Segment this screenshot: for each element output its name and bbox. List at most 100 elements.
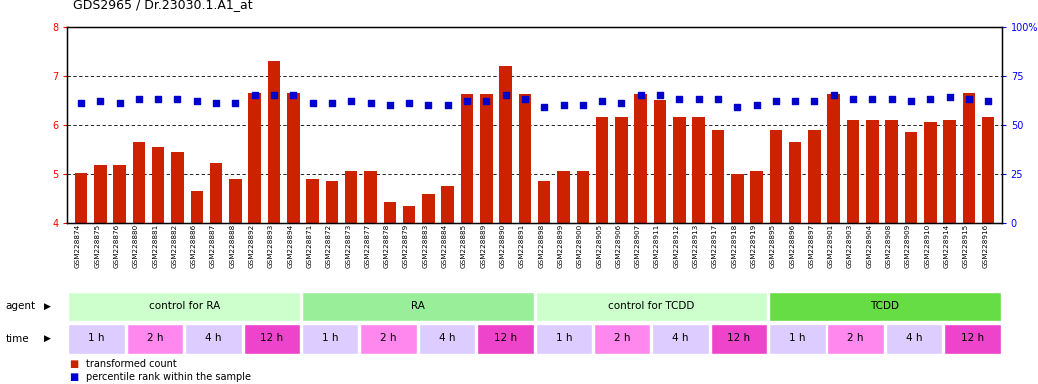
Bar <box>185 324 242 354</box>
Text: GSM228916: GSM228916 <box>982 224 988 268</box>
Bar <box>885 120 898 223</box>
Bar <box>229 179 242 223</box>
Bar <box>302 324 358 354</box>
Text: control for TCDD: control for TCDD <box>608 301 694 311</box>
Bar <box>905 132 918 223</box>
Bar <box>152 147 164 223</box>
Bar <box>210 163 222 223</box>
Bar <box>827 324 884 354</box>
Point <box>941 94 958 101</box>
Text: GSM228892: GSM228892 <box>249 224 254 268</box>
Point <box>92 98 109 104</box>
Text: TCDD: TCDD <box>871 301 899 311</box>
Bar <box>576 171 590 223</box>
Text: GSM228889: GSM228889 <box>481 224 487 268</box>
Text: GSM228885: GSM228885 <box>461 224 467 268</box>
Text: 4 h: 4 h <box>673 333 689 343</box>
Point <box>613 100 630 106</box>
Text: transformed count: transformed count <box>86 359 176 369</box>
Text: GSM228880: GSM228880 <box>133 224 139 268</box>
Bar <box>962 93 975 223</box>
Text: GSM228890: GSM228890 <box>499 224 506 268</box>
Point <box>807 98 823 104</box>
Point <box>922 96 938 103</box>
Bar <box>536 324 592 354</box>
Text: 2 h: 2 h <box>613 333 630 343</box>
Point <box>864 96 880 103</box>
Bar <box>418 324 475 354</box>
Text: GSM228897: GSM228897 <box>809 224 815 268</box>
Bar <box>924 122 936 223</box>
Text: ▶: ▶ <box>44 302 51 311</box>
Bar <box>789 142 801 223</box>
Point <box>690 96 707 103</box>
Bar <box>422 194 435 223</box>
Text: GSM228887: GSM228887 <box>210 224 216 268</box>
Text: GSM228872: GSM228872 <box>326 224 332 268</box>
Bar <box>557 171 570 223</box>
Text: GSM228871: GSM228871 <box>306 224 312 268</box>
Bar <box>326 181 338 223</box>
Text: 1 h: 1 h <box>322 333 338 343</box>
Text: GSM228913: GSM228913 <box>692 224 699 268</box>
Bar <box>769 130 782 223</box>
Text: GSM228914: GSM228914 <box>944 224 950 268</box>
Text: 2 h: 2 h <box>847 333 864 343</box>
Bar <box>731 174 743 223</box>
Point <box>883 96 900 103</box>
Text: GSM228875: GSM228875 <box>94 224 101 268</box>
Bar <box>75 173 87 223</box>
Point <box>343 98 359 104</box>
Text: ▶: ▶ <box>44 334 51 343</box>
Bar <box>345 171 357 223</box>
Text: GSM228878: GSM228878 <box>384 224 390 268</box>
Bar <box>538 181 550 223</box>
Text: 1 h: 1 h <box>88 333 105 343</box>
Bar <box>711 324 767 354</box>
Point <box>825 92 842 98</box>
Bar <box>750 171 763 223</box>
Bar <box>288 93 300 223</box>
Text: GSM228886: GSM228886 <box>191 224 197 268</box>
Text: GSM228919: GSM228919 <box>750 224 757 268</box>
Text: GSM228907: GSM228907 <box>634 224 640 268</box>
Text: GSM228904: GSM228904 <box>867 224 872 268</box>
Text: 12 h: 12 h <box>494 333 517 343</box>
Bar <box>360 324 417 354</box>
Bar <box>364 171 377 223</box>
Bar <box>594 324 651 354</box>
Text: GSM228896: GSM228896 <box>789 224 795 268</box>
Point <box>574 102 591 108</box>
Text: GSM228900: GSM228900 <box>577 224 582 268</box>
Point <box>632 92 649 98</box>
Bar <box>133 142 145 223</box>
Bar <box>306 179 319 223</box>
Bar <box>519 94 531 223</box>
Bar <box>302 291 534 321</box>
Text: GSM228876: GSM228876 <box>113 224 119 268</box>
Text: ■: ■ <box>70 372 79 382</box>
Text: GSM228874: GSM228874 <box>75 224 81 268</box>
Bar <box>847 120 859 223</box>
Text: GSM228906: GSM228906 <box>616 224 622 268</box>
Text: control for RA: control for RA <box>148 301 220 311</box>
Point <box>111 100 128 106</box>
Bar <box>536 291 767 321</box>
Text: 12 h: 12 h <box>728 333 750 343</box>
Point <box>439 102 456 108</box>
Text: GSM228877: GSM228877 <box>364 224 371 268</box>
Point <box>787 98 803 104</box>
Point <box>767 98 784 104</box>
Text: ■: ■ <box>70 359 79 369</box>
Text: GSM228882: GSM228882 <box>171 224 177 268</box>
Text: 1 h: 1 h <box>555 333 572 343</box>
Text: GSM228893: GSM228893 <box>268 224 274 268</box>
Point <box>497 92 514 98</box>
Text: GSM228891: GSM228891 <box>519 224 525 268</box>
Bar <box>477 324 534 354</box>
Bar <box>634 94 647 223</box>
Text: GSM228909: GSM228909 <box>905 224 911 268</box>
Point <box>980 98 996 104</box>
Text: GSM228883: GSM228883 <box>422 224 429 268</box>
Point <box>189 98 206 104</box>
